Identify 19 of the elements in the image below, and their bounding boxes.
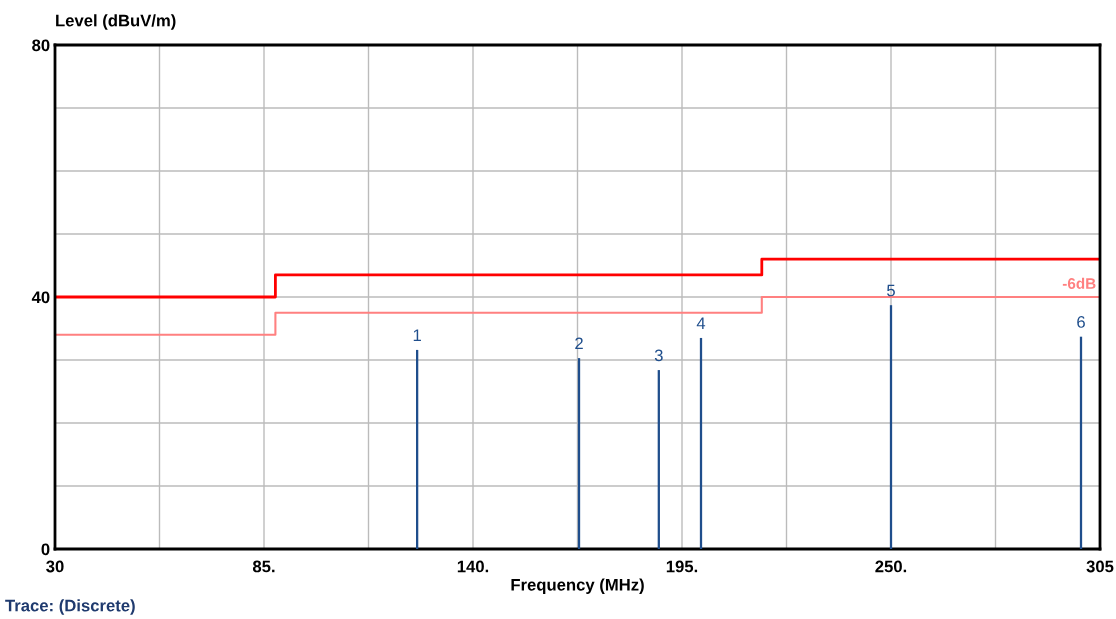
x-tick-label: 140.: [457, 560, 489, 573]
annotation: 6: [1077, 316, 1085, 328]
x-tick-label: 250.: [875, 560, 907, 573]
annotation: 1: [413, 329, 421, 341]
x-tick-label: 85.: [252, 560, 275, 573]
x-axis-title: Frequency (MHz): [511, 578, 644, 594]
y-tick-label: 80: [32, 39, 50, 52]
x-tick-label: 305: [1086, 560, 1114, 573]
annotation: 5: [887, 284, 895, 297]
y-tick-label: 40: [31, 291, 50, 304]
series-label: -6dB: [1062, 277, 1096, 289]
annotation: 4: [696, 317, 706, 329]
text: Trace: (Discrete): [5, 599, 135, 615]
x-tick-label: 195.: [666, 560, 698, 573]
annotation: 3: [654, 349, 663, 362]
y-tick-label: 0: [41, 543, 50, 556]
x-tick-label: 30: [46, 560, 64, 573]
annotation: 2: [575, 337, 583, 350]
y-axis-title: Level (dBuV/m): [56, 14, 176, 30]
